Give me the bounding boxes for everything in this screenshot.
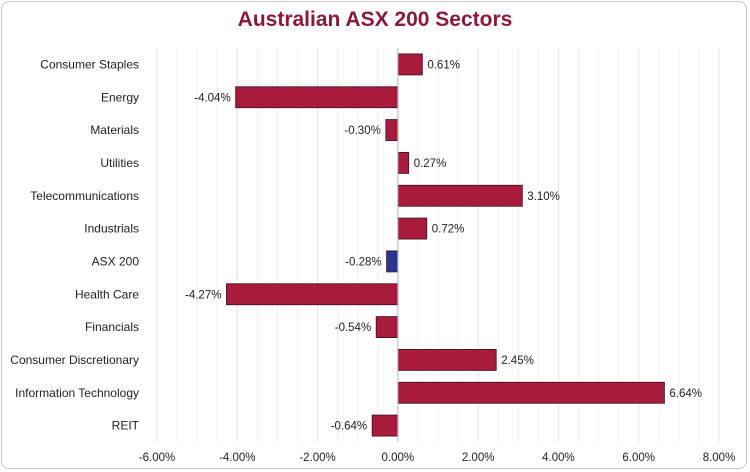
- data-label: -0.28%: [345, 256, 381, 268]
- data-label: 3.10%: [527, 191, 560, 203]
- bar-information-technology: [397, 381, 665, 404]
- data-label: 6.64%: [669, 388, 702, 400]
- data-label: 0.72%: [432, 224, 465, 236]
- data-label: -0.54%: [335, 322, 371, 334]
- bar-consumer-staples: [397, 53, 423, 76]
- data-label: 0.61%: [427, 59, 460, 71]
- category-label: Health Care: [75, 287, 139, 301]
- bar-energy: [235, 86, 399, 109]
- data-label: -4.04%: [194, 92, 230, 104]
- category-label: Consumer Discretionary: [10, 353, 139, 367]
- category-label: Information Technology: [15, 386, 139, 400]
- x-tick-label: 6.00%: [622, 452, 655, 464]
- data-label: -4.27%: [185, 289, 221, 301]
- category-label: Energy: [101, 90, 139, 104]
- category-label: Utilities: [100, 156, 139, 170]
- data-label: -0.30%: [344, 125, 380, 137]
- bar-telecommunications: [397, 184, 523, 207]
- category-label: ASX 200: [92, 254, 140, 268]
- bar-industrials: [397, 217, 428, 240]
- bar-materials: [385, 119, 399, 141]
- bar-utilities: [397, 152, 410, 174]
- x-tick-label: -4.00%: [219, 452, 255, 464]
- data-label: -0.64%: [331, 421, 367, 433]
- category-label: Financials: [85, 320, 139, 334]
- category-label: Consumer Staples: [40, 57, 139, 71]
- bar-health-care: [226, 283, 399, 306]
- x-tick-label: 0.00%: [382, 452, 415, 464]
- data-label: 0.27%: [414, 158, 447, 170]
- bar-consumer-discretionary: [397, 349, 497, 371]
- x-tick-label: 2.00%: [462, 452, 495, 464]
- category-label: Telecommunications: [30, 189, 139, 203]
- x-tick-label: -6.00%: [139, 452, 175, 464]
- category-label: Industrials: [84, 222, 139, 236]
- category-label: REIT: [112, 419, 140, 433]
- chart-title: Australian ASX 200 Sectors: [237, 8, 513, 31]
- bar-financials: [375, 316, 399, 338]
- data-label: 2.45%: [501, 355, 534, 367]
- x-tick-label: -2.00%: [299, 452, 335, 464]
- x-tick-label: 4.00%: [542, 452, 575, 464]
- bar-reit: [371, 414, 399, 437]
- bar-asx-200: [386, 250, 399, 273]
- x-tick-label: 8.00%: [703, 452, 736, 464]
- category-label: Materials: [90, 123, 139, 137]
